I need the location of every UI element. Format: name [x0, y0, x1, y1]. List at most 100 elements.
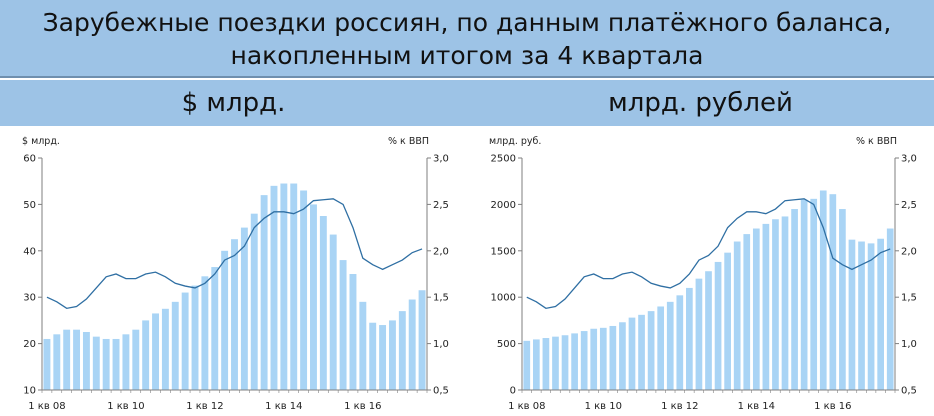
bar: [132, 329, 140, 390]
left-axis-unit: млрд. руб.: [489, 136, 541, 147]
right-tick-label: 1,0: [901, 339, 917, 350]
left-tick-label: 1000: [491, 293, 516, 304]
title-band: Зарубежные поездки россиян, по данным пл…: [0, 0, 934, 78]
right-tick-label: 1,5: [901, 293, 917, 304]
x-tick-label: 1 кв 12: [186, 401, 223, 412]
left-axis-unit: $ млрд.: [22, 136, 60, 147]
bar: [152, 313, 159, 390]
left-tick-label: 2500: [491, 154, 516, 165]
bar: [161, 308, 169, 390]
bar: [752, 228, 760, 390]
caption-band: $ млрд. млрд. рублей: [0, 80, 934, 126]
bar: [43, 338, 51, 390]
bar: [867, 243, 875, 390]
bar: [319, 216, 327, 390]
bar: [666, 301, 674, 390]
gdp-share-line: [46, 198, 423, 310]
right-tick-label: 2,5: [901, 200, 917, 211]
bar: [260, 195, 268, 390]
bar: [329, 234, 337, 390]
bar: [791, 209, 798, 390]
bar: [580, 331, 588, 390]
bar: [201, 276, 209, 390]
bar: [647, 311, 655, 390]
bar: [705, 271, 712, 390]
bar: [839, 209, 846, 390]
bar: [142, 320, 150, 390]
bar: [191, 285, 199, 390]
left-tick-label: 50: [23, 200, 36, 211]
left-tick-label: 0: [510, 386, 516, 397]
right-axis-unit: % к ВВП: [856, 136, 897, 147]
bar: [300, 190, 308, 390]
bar: [676, 295, 684, 390]
bar: [221, 250, 229, 390]
x-tick-label: 1 кв 16: [344, 401, 381, 412]
bar: [599, 327, 607, 390]
bar: [53, 334, 61, 390]
bar: [418, 290, 426, 390]
bar-series: [523, 190, 894, 390]
bar: [733, 241, 741, 390]
bar-series: [43, 183, 426, 390]
right-tick-label: 2,5: [433, 200, 449, 211]
bar: [112, 338, 120, 390]
bar: [858, 241, 865, 390]
left-tick-label: 10: [23, 386, 36, 397]
right-tick-label: 1,0: [433, 339, 449, 350]
bar: [408, 299, 416, 390]
bar: [743, 234, 751, 390]
bar: [590, 328, 598, 390]
bar: [122, 334, 130, 390]
bar: [359, 301, 367, 390]
bar: [848, 239, 856, 390]
bar: [73, 329, 81, 390]
bar: [339, 260, 347, 390]
bar: [714, 261, 722, 390]
left-tick-label: 20: [23, 339, 36, 350]
bar: [231, 239, 238, 390]
left-tick-label: 2000: [491, 200, 516, 211]
bar: [571, 333, 578, 390]
bar: [695, 278, 703, 390]
chart-title-line-1: Зарубежные поездки россиян, по данным пл…: [42, 8, 892, 37]
x-tick-label: 1 кв 16: [814, 401, 851, 412]
bar: [877, 238, 884, 390]
bar: [171, 301, 179, 390]
bar: [250, 213, 258, 390]
bar: [310, 204, 317, 390]
bar: [379, 325, 387, 390]
bar: [657, 306, 665, 390]
bar: [349, 274, 357, 390]
x-tick-label: 1 кв 12: [661, 401, 698, 412]
chart-title-line-2: накопленным итогом за 4 квартала: [230, 41, 704, 70]
x-tick-label: 1 кв 10: [585, 401, 622, 412]
bar: [102, 338, 110, 390]
bar: [628, 317, 636, 390]
x-tick-label: 1 кв 14: [738, 401, 775, 412]
bar: [270, 185, 278, 390]
bar: [533, 339, 540, 390]
x-tick-label: 1 кв 14: [265, 401, 302, 412]
left-tick-label: 40: [23, 246, 36, 257]
bar: [724, 252, 731, 390]
right-tick-label: 0,5: [901, 386, 917, 397]
bar: [686, 287, 693, 390]
bar: [829, 194, 837, 390]
right-tick-label: 2,0: [901, 246, 917, 257]
right-tick-label: 2,0: [433, 246, 449, 257]
bar: [609, 325, 617, 390]
gdp-share-line: [526, 198, 891, 310]
x-tick-label: 1 кв 08: [28, 401, 65, 412]
bar: [280, 183, 288, 390]
left-tick-label: 1500: [491, 246, 516, 257]
left-tick-label: 30: [23, 293, 36, 304]
bar: [762, 223, 770, 390]
bar: [369, 322, 377, 390]
bar: [211, 267, 219, 390]
bar: [523, 340, 531, 390]
bar: [619, 322, 626, 390]
bar: [561, 335, 569, 390]
bar: [181, 292, 189, 390]
right-chart-caption: млрд. рублей: [608, 88, 793, 118]
